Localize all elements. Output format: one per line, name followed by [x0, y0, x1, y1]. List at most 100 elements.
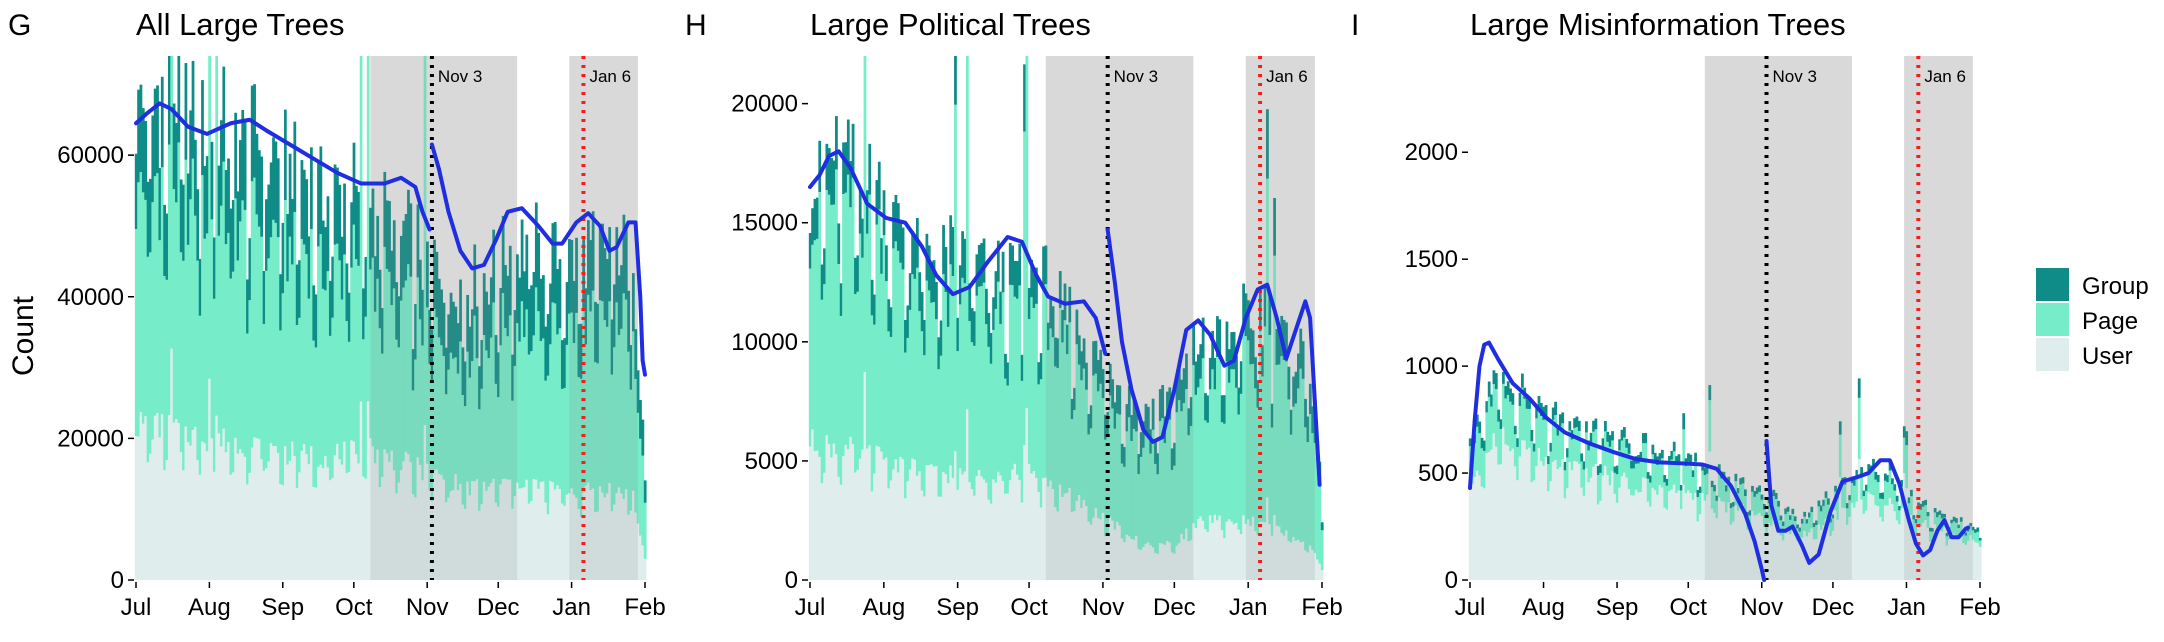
bar-page [1558, 426, 1562, 468]
bar-user [1011, 469, 1015, 580]
bar-group [265, 199, 268, 271]
bar-user [1623, 472, 1626, 580]
bar-group [1706, 467, 1709, 474]
bar-user [253, 437, 256, 580]
bar-group [1551, 407, 1555, 420]
bar-group [1765, 512, 1769, 518]
bar-user [1639, 491, 1643, 580]
bar-group [506, 275, 510, 337]
bar-user [1929, 541, 1932, 580]
bar-page [1762, 509, 1766, 527]
bar-page [1829, 522, 1833, 537]
bar-group [210, 141, 214, 220]
bar-group [1089, 405, 1093, 429]
bar-page [1151, 429, 1155, 548]
bar-page [480, 388, 484, 505]
bar-user [584, 485, 588, 580]
bar-group [1580, 453, 1584, 462]
bar-group [1499, 419, 1503, 429]
bar-user [352, 441, 356, 580]
bar-user [1789, 534, 1792, 580]
bar-user [889, 480, 893, 580]
bar-user [832, 443, 836, 580]
bar-page [141, 192, 145, 424]
bar-group [1898, 506, 1901, 511]
bar-group [939, 320, 943, 356]
bar-user [1938, 526, 1942, 580]
bar-user [1082, 499, 1086, 580]
bar-page [1547, 464, 1550, 492]
bar-group [1827, 498, 1830, 505]
bar-page [1035, 303, 1038, 478]
bar-group [1805, 519, 1809, 524]
bar-group [1575, 416, 1579, 428]
bar-user [1568, 462, 1572, 580]
bar-page [999, 324, 1003, 476]
bar-page [1516, 446, 1520, 481]
bar-group [1077, 335, 1081, 365]
bar-page [404, 280, 408, 452]
bar-page [1025, 56, 1029, 409]
bar-user [1049, 480, 1053, 580]
bar-group [459, 279, 462, 342]
bar-user [262, 470, 266, 580]
bar-user [1582, 495, 1586, 580]
bar-group [858, 187, 862, 234]
bar-group [1819, 505, 1823, 512]
bar-user [908, 469, 912, 580]
bar-user [1175, 545, 1179, 580]
bar-page [1099, 383, 1103, 520]
bar-page [527, 354, 531, 504]
bar-group [172, 103, 176, 190]
bar-user [1604, 465, 1607, 580]
bar-user [1035, 477, 1038, 580]
bar-page [283, 200, 287, 447]
bar-group [1173, 442, 1176, 466]
bar-group [615, 227, 619, 303]
bar-page [1289, 434, 1293, 543]
bar-page [305, 254, 309, 455]
bar-page [1950, 523, 1954, 533]
bar-user [1525, 449, 1529, 580]
bar-group [1933, 508, 1937, 513]
bar-user [1760, 515, 1764, 580]
bar-user [459, 484, 462, 580]
bar-group [887, 299, 891, 332]
bar-user [1632, 495, 1636, 580]
bar-page [153, 176, 157, 416]
bar-group [846, 119, 850, 175]
bar-group [1627, 443, 1631, 454]
bar-user [160, 414, 164, 580]
bar-user [1914, 534, 1918, 580]
bar-user [452, 490, 455, 580]
bar-page [1485, 412, 1489, 454]
bar-user [298, 472, 301, 580]
bar-group [447, 314, 451, 370]
bar-user [1096, 518, 1100, 580]
bar-user [1149, 545, 1153, 580]
x-tick-label: Feb [624, 594, 665, 621]
bar-user [617, 487, 621, 580]
bar-user [404, 451, 408, 580]
bar-page [1301, 378, 1305, 542]
bar-user [456, 490, 460, 580]
bar-user [1023, 445, 1026, 580]
bar-user [449, 491, 453, 580]
bar-group [977, 244, 981, 287]
bar-user [1959, 534, 1963, 580]
bar-user [1232, 524, 1236, 580]
bar-user [378, 487, 382, 580]
bar-page [549, 344, 552, 481]
bar-group [137, 89, 140, 183]
bar-group [1166, 391, 1169, 423]
bar-group [369, 207, 372, 270]
bar-user [1237, 529, 1241, 580]
bar-page [1637, 463, 1640, 493]
bar-group [942, 225, 945, 275]
bar-page [1836, 498, 1840, 520]
bar-user [1891, 504, 1894, 580]
bar-user [1144, 543, 1148, 580]
bar-group [553, 222, 557, 304]
bar-page [1976, 531, 1980, 543]
bar-group [1211, 330, 1215, 370]
